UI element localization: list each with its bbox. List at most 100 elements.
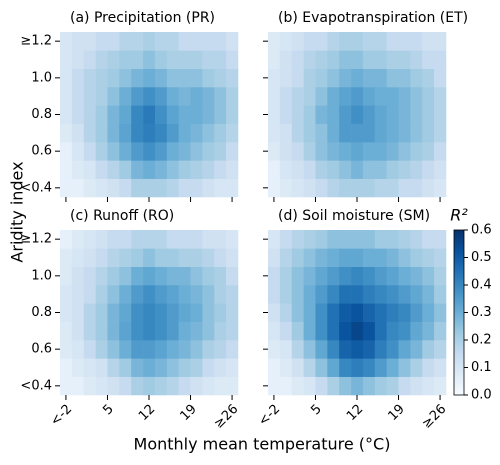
heatmap-cell: [434, 142, 447, 161]
heatmap-cell: [107, 123, 120, 143]
heatmap-cell: [119, 123, 132, 143]
heatmap-cell: [315, 123, 328, 143]
heatmap-cell: [315, 50, 328, 69]
heatmap-cell: [71, 68, 85, 88]
heatmap-cell: [315, 285, 328, 304]
heatmap-cell: [386, 358, 399, 377]
heatmap-cell: [303, 230, 316, 249]
heatmap-cell: [434, 248, 447, 267]
heatmap-cell: [351, 266, 364, 286]
heatmap-cell: [154, 105, 168, 124]
heatmap-cell: [327, 266, 340, 286]
heatmap-cell: [374, 87, 387, 106]
heatmap-cell: [398, 321, 411, 341]
heatmap-cell: [398, 230, 411, 249]
heatmap-cell: [268, 68, 281, 88]
x-tick-label: ≥26: [211, 402, 241, 432]
heatmap-cell: [327, 376, 340, 396]
heatmap-cell: [190, 285, 203, 304]
heatmap-cell: [303, 178, 316, 198]
heatmap-cell: [95, 142, 108, 161]
heatmap-cell: [166, 230, 179, 249]
heatmap-cell: [279, 340, 293, 359]
heatmap-cell: [327, 87, 340, 106]
x-tick-label: <-2: [48, 402, 75, 429]
heatmap-cell: [351, 376, 364, 396]
heatmap-cell: [95, 87, 108, 106]
heatmap-cell: [422, 376, 435, 396]
heatmap-cell: [83, 142, 96, 161]
heatmap-cell: [422, 358, 435, 377]
heatmap-cell: [279, 160, 293, 179]
heatmap-cell: [107, 50, 120, 69]
heatmap-cell: [291, 266, 304, 286]
heatmap-cell: [362, 160, 376, 179]
heatmap-cell: [410, 376, 423, 396]
heatmap-cell: [291, 285, 304, 304]
heatmap-cell: [166, 105, 179, 124]
heatmap-cell: [71, 50, 85, 69]
heatmap-cell: [131, 285, 144, 304]
heatmap-cell: [410, 285, 423, 304]
heatmap-cell: [386, 248, 399, 267]
colorbar-tick-label: 0.2: [471, 333, 492, 348]
heatmap-cell: [422, 142, 435, 161]
heatmap-cell: [422, 87, 435, 106]
heatmap-cell: [71, 248, 85, 267]
heatmap-cell: [178, 266, 191, 286]
heatmap-cell: [303, 321, 316, 341]
heatmap-cell: [166, 248, 179, 267]
heatmap-cell: [386, 105, 399, 124]
heatmap-cell: [291, 87, 304, 106]
heatmap-cell: [202, 376, 215, 396]
heatmap-cell: [60, 321, 73, 341]
heatmap-cell: [143, 376, 156, 396]
heatmap-cell: [83, 230, 96, 249]
heatmap-cell: [362, 303, 376, 322]
heatmap-cell: [410, 142, 423, 161]
colorbar-tick-label: 0.0: [471, 388, 492, 403]
heatmap-cell: [60, 340, 73, 359]
heatmap-cell: [226, 68, 239, 88]
colorbar-tick-label: 0.3: [471, 305, 492, 320]
heatmap-cell: [434, 285, 447, 304]
heatmap-cell: [339, 266, 352, 286]
heatmap-cell: [71, 266, 85, 286]
heatmap-cell: [410, 123, 423, 143]
heatmap-cell: [166, 266, 179, 286]
heatmap-cell: [339, 340, 352, 359]
heatmap-cell: [434, 87, 447, 106]
x-tick-label: 19: [178, 402, 200, 424]
heatmap-cell: [214, 50, 227, 69]
panel-title: (a) Precipitation (PR): [70, 10, 215, 26]
x-tick-label: 19: [386, 402, 408, 424]
heatmap-cell: [119, 142, 132, 161]
heatmap-cell: [339, 248, 352, 267]
heatmap-cell: [268, 178, 281, 198]
heatmap-cell: [107, 32, 120, 51]
heatmap-cell: [226, 285, 239, 304]
heatmap-cell: [119, 87, 132, 106]
heatmap-cell: [83, 376, 96, 396]
heatmap-cell: [71, 160, 85, 179]
heatmap-cell: [190, 68, 203, 88]
heatmap-cell: [434, 358, 447, 377]
heatmap-cell: [131, 32, 144, 51]
heatmap-cell: [60, 248, 73, 267]
heatmap-cell: [386, 266, 399, 286]
heatmap-cell: [422, 123, 435, 143]
heatmap-cell: [190, 321, 203, 341]
heatmap-cell: [214, 178, 227, 198]
heatmap-cell: [327, 160, 340, 179]
heatmap-cell: [279, 321, 293, 341]
heatmap-cell: [202, 285, 215, 304]
heatmap-cell: [410, 178, 423, 198]
heatmap-cell: [95, 160, 108, 179]
heatmap-cell: [291, 123, 304, 143]
heatmap-cell: [60, 87, 73, 106]
heatmap-cell: [327, 230, 340, 249]
heatmap-cell: [410, 68, 423, 88]
heatmap-cell: [434, 178, 447, 198]
y-tick-label: <0.4: [20, 180, 52, 195]
heatmap-cell: [107, 142, 120, 161]
